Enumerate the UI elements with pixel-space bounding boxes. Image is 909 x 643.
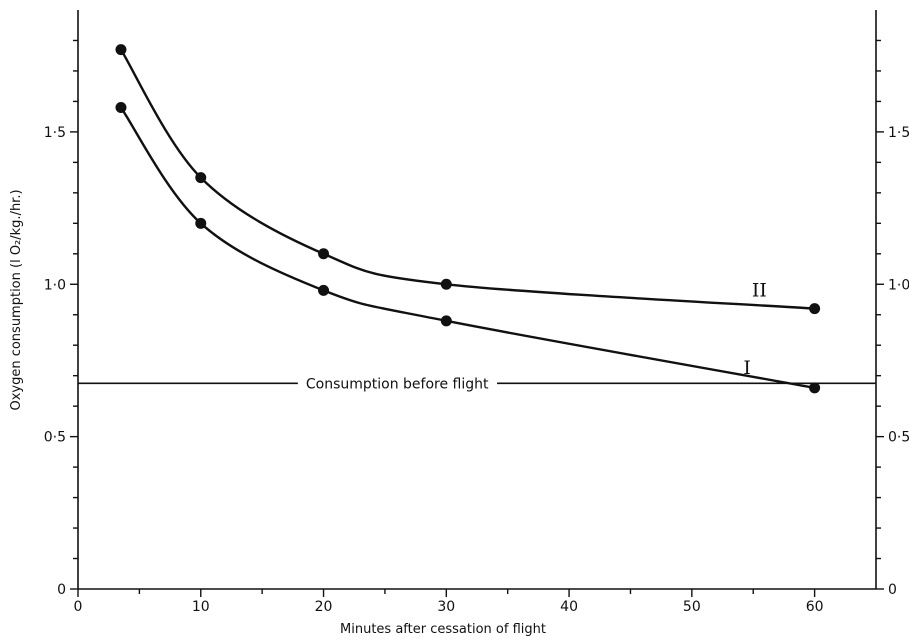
right-y-tick-label: 1·5 <box>888 125 909 141</box>
x-tick-label: 20 <box>315 599 333 615</box>
x-tick-label: 30 <box>437 599 455 615</box>
x-tick-label: 0 <box>74 599 83 615</box>
left-y-tick-label: 1·5 <box>44 125 66 141</box>
series-line-2 <box>119 106 815 390</box>
ticks: 0 10 20 30 40 50 600 00·5 0·51·0 1·01·5 1·5 <box>44 39 909 615</box>
x-tick-label: 50 <box>683 599 701 615</box>
left-y-tick-label: 0 <box>57 582 66 598</box>
y-axis-title: Oxygen consumption (l O₂/kg./hr.) <box>9 189 24 410</box>
data-point <box>440 315 452 327</box>
series-label: II <box>752 279 767 301</box>
right-y-tick-label: 1·0 <box>888 277 909 293</box>
x-axis-title: Minutes after cessation of flight <box>340 622 546 637</box>
axes <box>77 10 877 590</box>
series-line-1 <box>119 48 815 310</box>
reference-label-background <box>297 375 498 394</box>
reference-line-label: Consumption before flight <box>306 376 489 392</box>
left-y-tick-label: 1·0 <box>44 277 66 293</box>
data-point <box>318 248 330 260</box>
right-y-tick-label: 0·5 <box>888 430 909 446</box>
data-point <box>809 303 821 315</box>
x-tick-label: 10 <box>192 599 210 615</box>
series-label: I <box>743 357 751 379</box>
left-y-tick-label: 0·5 <box>44 430 66 446</box>
series: III <box>115 44 821 394</box>
right-y-tick-label: 0 <box>888 582 897 598</box>
data-point <box>195 172 207 184</box>
data-point <box>115 44 127 56</box>
data-point <box>115 102 127 114</box>
data-point <box>318 284 330 296</box>
x-tick-label: 40 <box>560 599 578 615</box>
x-tick-label: 60 <box>806 599 824 615</box>
data-point <box>195 217 207 229</box>
data-point <box>440 278 452 290</box>
reference-line-group: Consumption before flight <box>78 375 876 394</box>
data-point <box>809 382 821 394</box>
